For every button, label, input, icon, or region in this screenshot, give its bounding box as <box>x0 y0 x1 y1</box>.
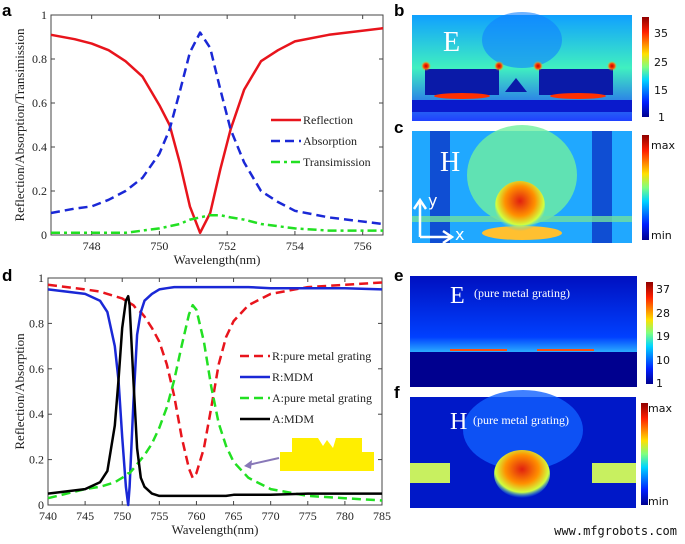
colorbar-f <box>641 403 648 505</box>
plot-frame <box>50 14 384 236</box>
watermark: www.mfgrobots.com <box>554 524 677 538</box>
axis-label-y: y <box>428 191 437 210</box>
x-axis-label: Wavelength(nm) <box>171 522 258 537</box>
colorbar-c <box>642 135 649 240</box>
y-tick-label: 0.6 <box>29 362 44 376</box>
panel-label-b: b <box>394 1 404 20</box>
colorbar-e-tick: 19 <box>656 330 670 343</box>
panel-label-e: e <box>394 266 403 285</box>
field-note-f: (pure metal grating) <box>473 413 569 427</box>
series-a-pure-metal-grating <box>47 303 383 502</box>
panel-label-f: f <box>394 383 400 402</box>
colorbar-b-tick: 1 <box>658 111 665 124</box>
series-transimission <box>51 213 383 235</box>
field-map-e: E (pure metal grating) 37 28 19 10 1 <box>410 276 670 390</box>
colorbar-b-tick: 25 <box>654 56 668 69</box>
y-tick-label: 1 <box>41 8 47 22</box>
panel-label-d: d <box>2 266 12 285</box>
panel-label-a: a <box>2 1 12 20</box>
axis-arrows-icon <box>412 197 455 245</box>
x-tick-label: 780 <box>336 509 354 523</box>
y-tick-label: 0.2 <box>29 453 44 467</box>
legend-entry: Absorption <box>303 134 357 148</box>
series-reflection <box>50 26 384 235</box>
x-tick-label: 755 <box>150 509 168 523</box>
chart-a: 748 750 752 754 756 0 0.2 0.4 0.6 0.8 1 Wavelength(… <box>12 8 384 267</box>
x-axis-label: Wavelength(nm) <box>173 252 260 267</box>
field-map-c: H y x max min <box>412 125 675 245</box>
x-tick-label: 748 <box>83 239 101 253</box>
grating-structure-inset <box>244 438 374 471</box>
field-map-b: E 35 25 15 1 <box>412 12 668 124</box>
x-tick-label: 785 <box>373 509 391 523</box>
axis-label-x: x <box>455 225 464 244</box>
y-tick-label: 1 <box>38 271 44 285</box>
colorbar-f-max: max <box>648 402 672 415</box>
x-tick-label: 745 <box>76 509 94 523</box>
y-tick-label: 0.8 <box>32 52 47 66</box>
legend-entry: R:pure metal grating <box>272 349 371 363</box>
x-tick-label: 750 <box>150 239 168 253</box>
field-map-f: H (pure metal grating) max min <box>410 390 672 508</box>
series-r-pure-metal-grating <box>47 281 383 480</box>
legend-entry: Transimission <box>303 155 371 169</box>
colorbar-e-tick: 10 <box>656 354 670 367</box>
colorbar-b <box>642 17 649 117</box>
y-tick-label: 0 <box>38 498 44 512</box>
x-tick-label: 756 <box>354 239 372 253</box>
y-tick-label: 0.6 <box>32 96 47 110</box>
y-tick-label: 0.8 <box>29 316 44 330</box>
colorbar-b-tick: 35 <box>654 27 668 40</box>
y-axis-label: Reflection/Absorption <box>12 333 27 450</box>
legend-entry: A:MDM <box>272 412 314 426</box>
chart-d: 740 745 750 755 760 765 770 775 780 785 0 0.2 0.4 0.6… <box>12 271 391 537</box>
x-tick-label: 740 <box>39 509 57 523</box>
field-label-e: E <box>450 283 465 309</box>
field-note-e: (pure metal grating) <box>474 286 570 300</box>
y-tick-label: 0 <box>41 228 47 242</box>
legend-entry: A:pure metal grating <box>272 391 372 405</box>
y-tick-label: 0.4 <box>32 140 47 154</box>
field-label-c: H <box>440 147 460 178</box>
x-tick-label: 765 <box>225 509 243 523</box>
y-tick-label: 0.2 <box>32 184 47 198</box>
x-tick-label: 775 <box>299 509 317 523</box>
colorbar-e-tick: 1 <box>656 377 663 390</box>
series-a-mdm <box>47 294 382 498</box>
colorbar-e-tick: 28 <box>656 307 670 320</box>
x-tick-label: 750 <box>113 509 131 523</box>
colorbar-b-tick: 15 <box>654 84 668 97</box>
y-tick-label: 0.4 <box>29 407 44 421</box>
colorbar-e <box>646 282 653 384</box>
colorbar-c-max: max <box>651 139 675 152</box>
x-tick-label: 760 <box>187 509 205 523</box>
colorbar-e-tick: 37 <box>656 283 670 296</box>
x-tick-label: 752 <box>218 239 236 253</box>
series-absorption <box>50 31 384 226</box>
legend-entry: Reflection <box>303 113 353 127</box>
panel-label-c: c <box>394 118 403 137</box>
field-label-f: H <box>450 409 467 435</box>
legend-entry: R:MDM <box>272 370 314 384</box>
y-axis-label: Reflection/Absorption/Transimission <box>12 28 27 222</box>
series-r-mdm <box>47 285 383 507</box>
plot-frame <box>47 277 383 506</box>
x-tick-label: 754 <box>286 239 304 253</box>
colorbar-c-min: min <box>651 229 672 242</box>
x-tick-label: 770 <box>262 509 280 523</box>
colorbar-f-min: min <box>648 495 669 508</box>
field-label-b: E <box>443 27 460 58</box>
